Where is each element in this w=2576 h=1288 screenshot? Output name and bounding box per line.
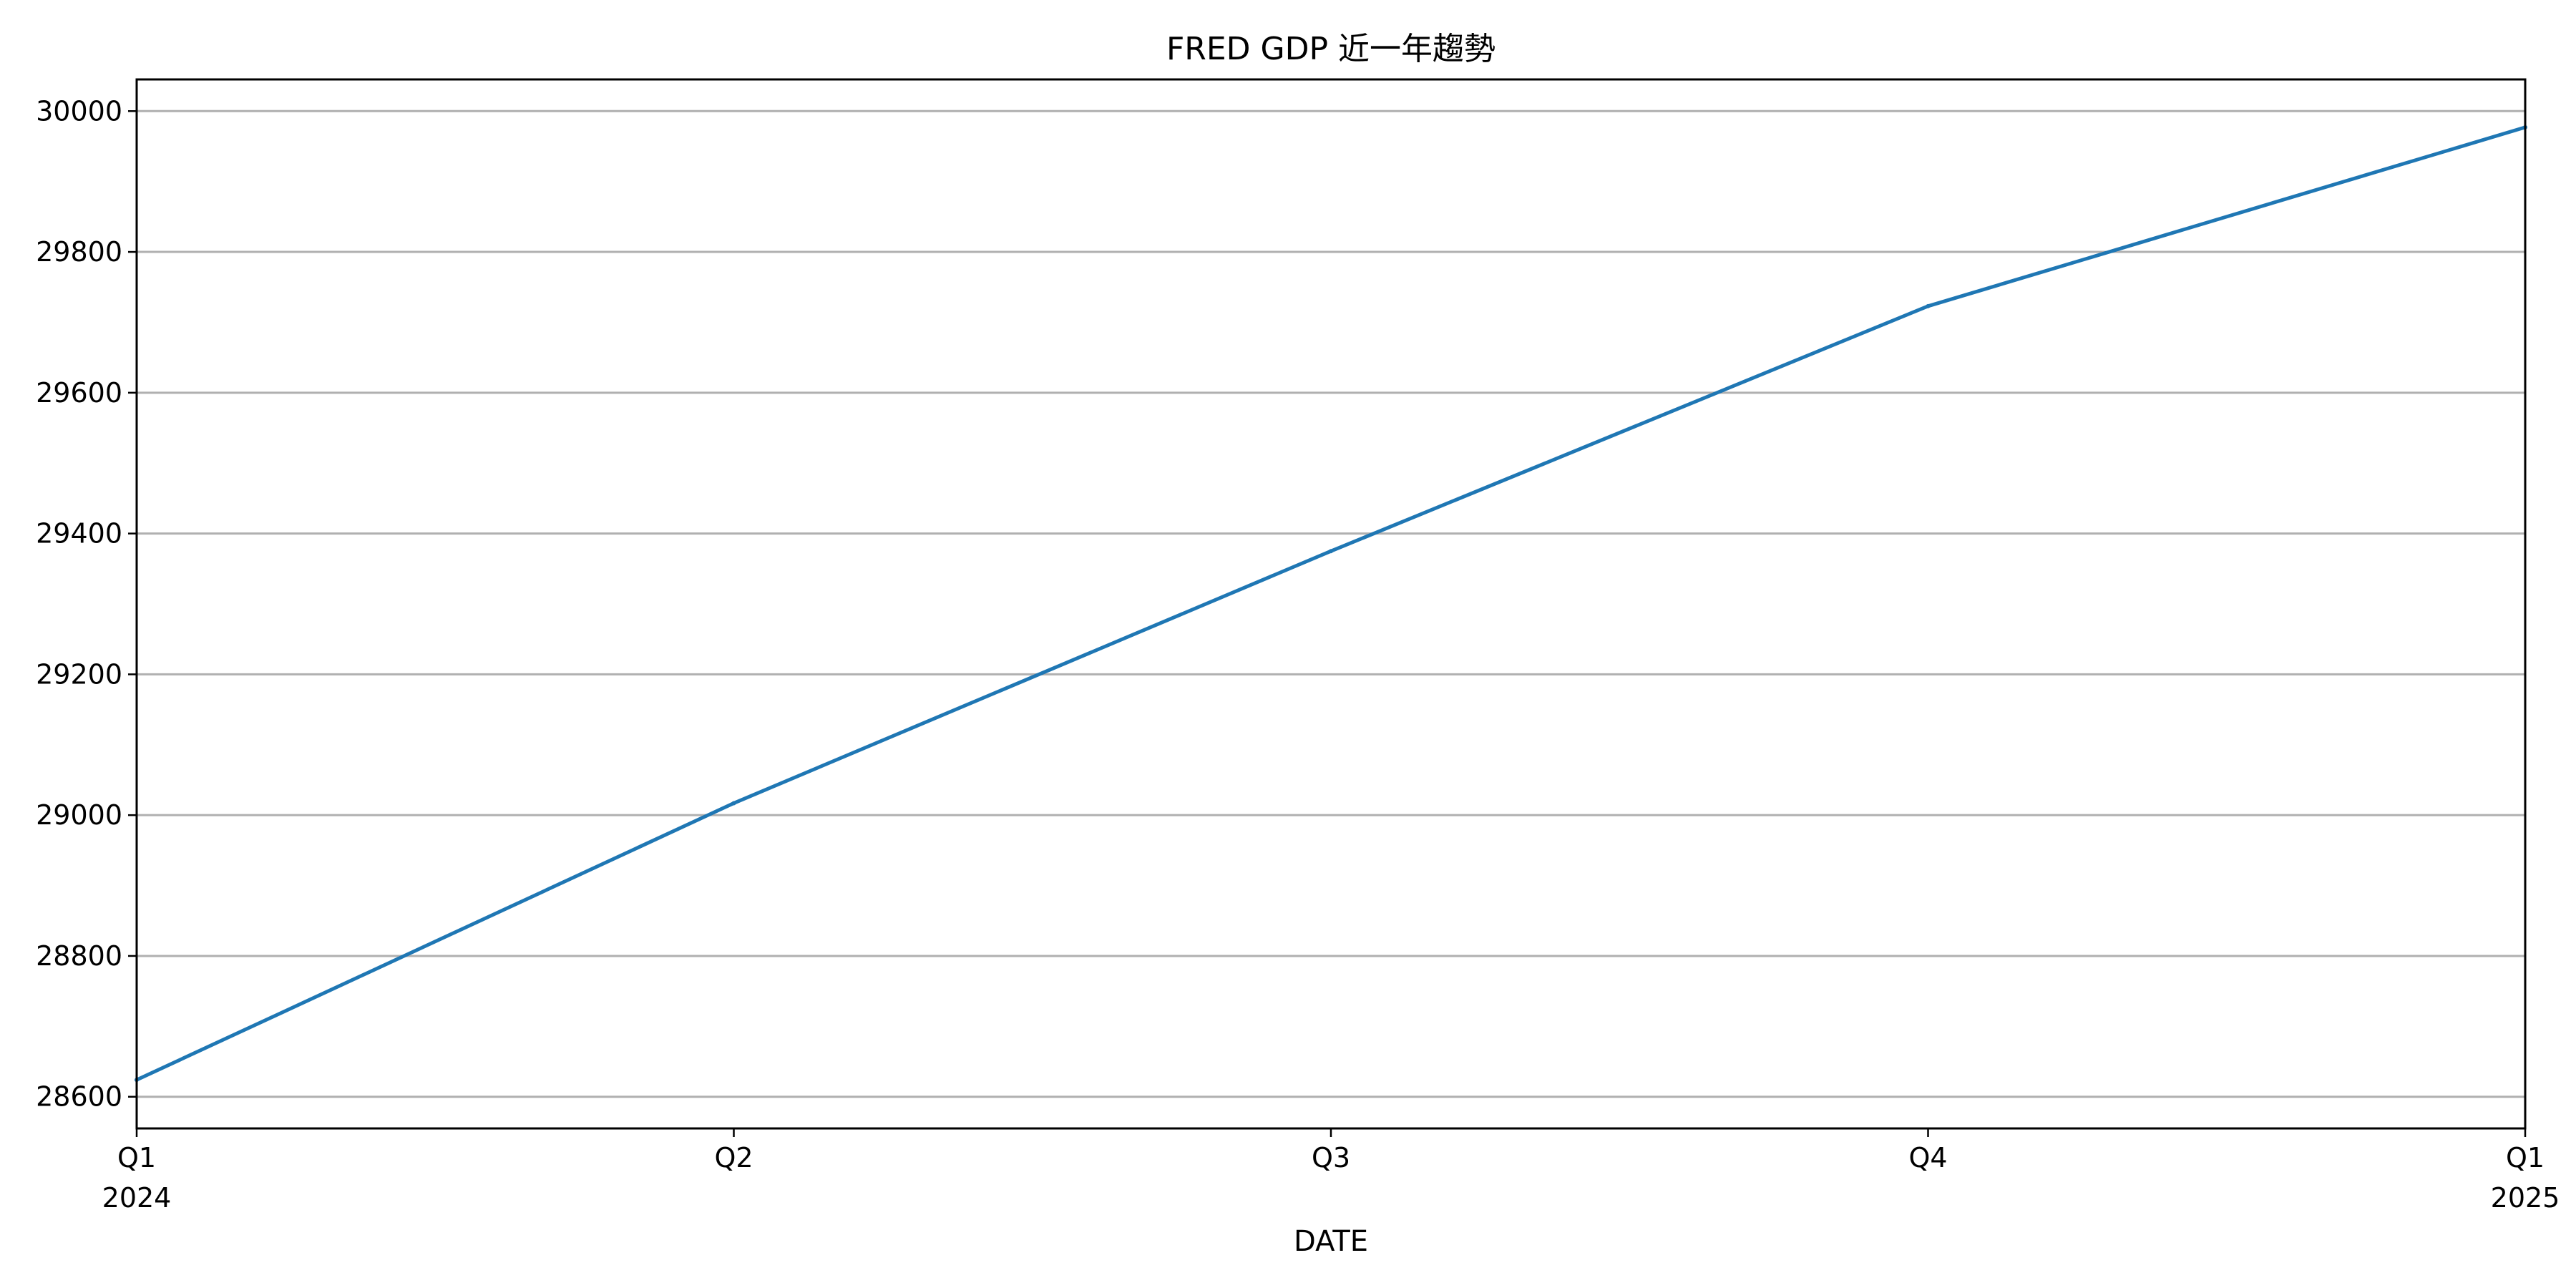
y-tick-label: 30000 [36, 95, 122, 127]
y-axis: 28600 28800 29000 29200 29400 29600 29800 30000 [36, 95, 137, 1113]
y-tick-label: 29800 [36, 236, 122, 268]
grid-lines [137, 109, 2525, 1098]
chart-title: FRED GDP 近一年趨勢 [1166, 31, 1496, 67]
x-axis: Q1 2024 Q2 Q3 Q4 Q1 2025 [102, 1128, 2560, 1214]
y-tick-label: 29400 [36, 518, 122, 550]
series-group [135, 125, 2527, 1083]
plot-frame [135, 78, 2527, 1130]
y-tick-label: 29000 [36, 799, 122, 831]
x-axis-label: DATE [1294, 1225, 1368, 1258]
series-line [135, 125, 2526, 1082]
x-tick-label: Q4 [1908, 1142, 1947, 1174]
x-tick-year-label: 2024 [102, 1182, 172, 1214]
x-tick-label: Q1 [117, 1142, 156, 1174]
data-point [1926, 303, 1931, 308]
y-tick-label: 28600 [36, 1081, 122, 1113]
data-point [731, 801, 736, 806]
y-tick-label: 29200 [36, 658, 122, 690]
y-tick-label: 29600 [36, 377, 122, 409]
x-tick-label: Q2 [714, 1142, 753, 1174]
x-tick-label: Q1 [2506, 1142, 2545, 1174]
x-tick-year-label: 2025 [2491, 1182, 2560, 1214]
y-tick-label: 28800 [36, 940, 122, 972]
data-point [1329, 549, 1333, 554]
x-tick-label: Q3 [1312, 1142, 1350, 1174]
